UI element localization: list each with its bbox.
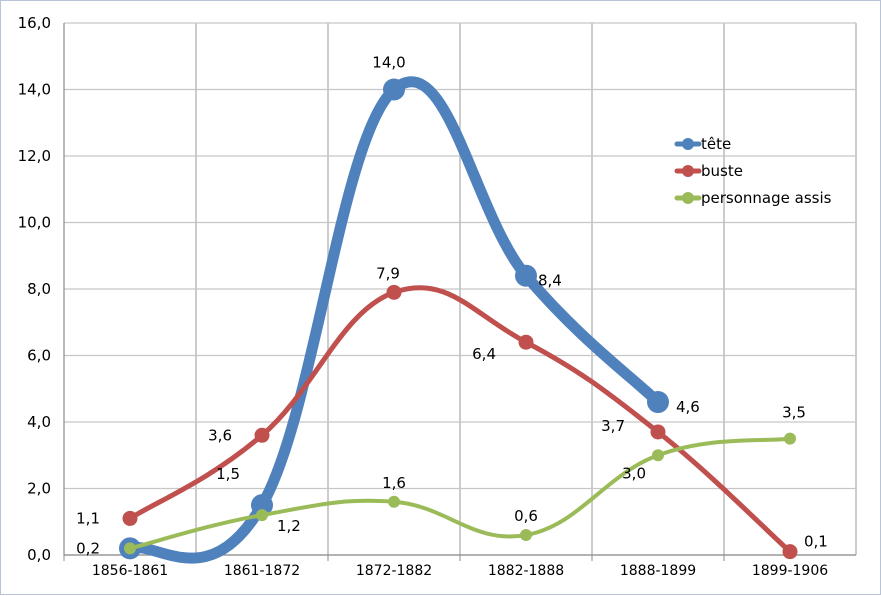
category-label-background — [86, 559, 174, 581]
legend: tête buste personnage assis — [674, 135, 832, 207]
category-label-background — [614, 559, 702, 581]
y-tick-label: 0,0 — [27, 546, 51, 564]
y-tick-label: 8,0 — [27, 280, 51, 298]
data-label: 1,2 — [277, 517, 301, 535]
data-label: 8,4 — [538, 272, 562, 290]
series-line — [128, 436, 792, 551]
legend-item: buste — [674, 162, 743, 180]
data-point-marker — [383, 78, 405, 101]
legend-marker — [682, 165, 694, 177]
data-label: 3,7 — [601, 417, 625, 435]
data-point-marker — [782, 544, 798, 560]
data-label: 0,2 — [76, 539, 100, 557]
category-label-background — [482, 559, 570, 581]
series-line — [124, 76, 664, 564]
y-tick-label: 2,0 — [27, 480, 51, 498]
data-labels-layer: 0,2 1,5 14,0 8,4 4,6 1,1 3,6 7,9 6,4 3,7 0,1 1,2 1,6… — [76, 54, 828, 558]
y-tick-label: 16,0 — [18, 14, 51, 32]
data-label: 1,6 — [382, 474, 406, 492]
category-label-background — [218, 559, 306, 581]
legend-item: tête — [674, 135, 731, 153]
x-category-label: 1872-1882 — [356, 563, 432, 579]
data-point-marker — [518, 334, 534, 350]
y-tick-label: 10,0 — [18, 214, 51, 232]
data-point-marker — [647, 391, 669, 414]
data-label: 0,1 — [804, 533, 828, 551]
legend-marker — [682, 138, 694, 150]
data-label: 1,5 — [216, 465, 240, 483]
y-tick-label: 12,0 — [18, 147, 51, 165]
data-point-marker — [251, 494, 273, 517]
series-line — [127, 285, 793, 555]
data-point-marker — [386, 284, 402, 300]
category-label-background — [746, 559, 834, 581]
data-point-marker — [256, 509, 268, 522]
data-label: 6,4 — [472, 345, 496, 363]
y-tick-label: 14,0 — [18, 81, 51, 99]
series-layer — [119, 76, 798, 564]
data-label: 7,9 — [376, 264, 400, 282]
data-label: 0,6 — [514, 507, 538, 525]
data-point-marker — [650, 424, 666, 440]
x-category-label: 1899-1906 — [752, 563, 828, 579]
y-tick-label: 6,0 — [27, 347, 51, 365]
y-tick-label: 4,0 — [27, 413, 51, 431]
data-point-marker — [520, 529, 532, 542]
axes-layer: 0,0 2,0 4,0 6,0 8,0 10,0 12,0 14,0 16,0 1856-1861… — [18, 14, 856, 581]
legend-item: personnage assis — [674, 189, 832, 207]
x-category-label: 1882-1888 — [488, 563, 564, 579]
data-point-marker — [784, 432, 796, 445]
legend-marker — [682, 192, 694, 204]
data-point-marker — [122, 510, 138, 526]
data-label: 3,6 — [208, 426, 232, 444]
data-label: 3,0 — [622, 464, 646, 482]
data-point-marker — [124, 542, 136, 555]
data-point-marker — [515, 264, 537, 287]
grid-layer — [64, 22, 857, 556]
legend-label: tête — [701, 135, 731, 153]
x-category-label: 1861-1872 — [224, 563, 300, 579]
data-label: 14,0 — [372, 54, 405, 72]
data-label: 4,6 — [676, 398, 700, 416]
data-point-marker — [254, 427, 270, 443]
x-category-label: 1856-1861 — [92, 563, 168, 579]
data-label: 3,5 — [782, 404, 806, 422]
series-3 — [124, 432, 796, 555]
category-label-background — [350, 559, 438, 581]
series-1 — [119, 76, 669, 564]
legend-label: buste — [701, 162, 743, 180]
data-point-marker — [652, 449, 664, 462]
data-label: 1,1 — [76, 509, 100, 527]
x-category-label: 1888-1899 — [620, 563, 696, 579]
series-2 — [122, 284, 798, 560]
data-point-marker — [388, 495, 400, 508]
legend-label: personnage assis — [701, 189, 832, 207]
